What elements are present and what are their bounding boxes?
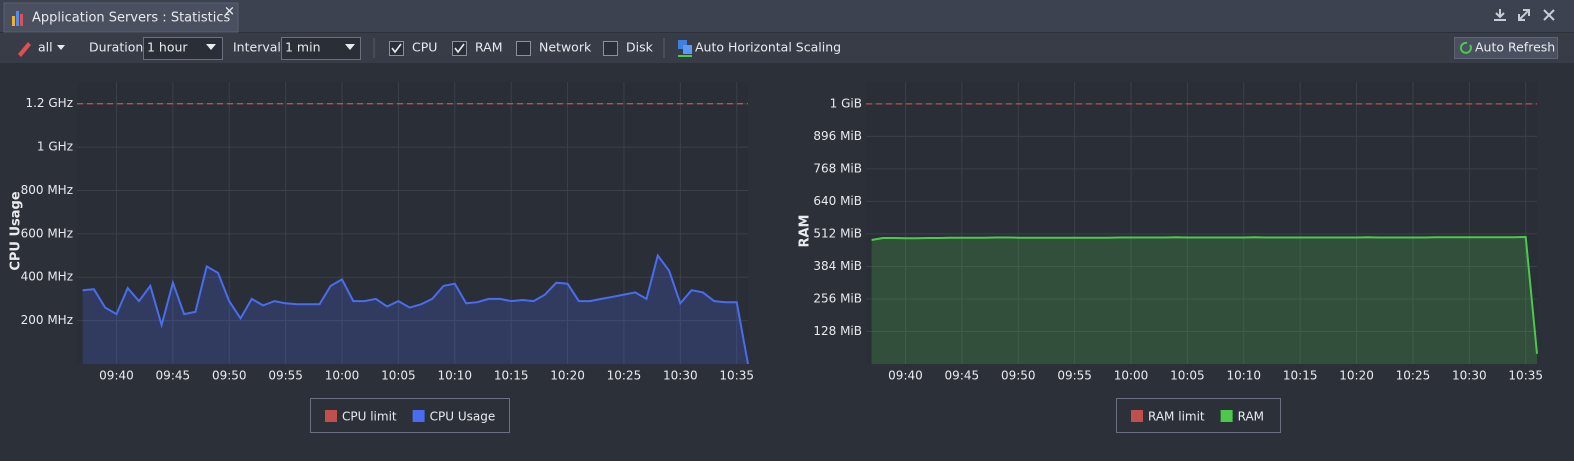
x-tick-label: 09:40 bbox=[99, 369, 134, 383]
plot-area bbox=[77, 82, 748, 364]
x-tick-label: 09:55 bbox=[1057, 369, 1092, 383]
x-tick-label: 09:45 bbox=[945, 369, 980, 383]
y-tick-label: 896 MiB bbox=[813, 129, 862, 143]
legend-label: RAM limit bbox=[1148, 410, 1205, 424]
y-tick-label: 600 MHz bbox=[21, 226, 73, 240]
x-tick-label: 10:25 bbox=[1396, 369, 1431, 383]
line bbox=[871, 235, 1538, 354]
dropdown-arrow bbox=[57, 45, 65, 50]
y-tick-label: 1.2 GHz bbox=[25, 96, 73, 110]
x-tick-label: 10:05 bbox=[1170, 369, 1205, 383]
y-tick-label: 768 MiB bbox=[813, 161, 862, 175]
checkbox-label: RAM bbox=[475, 40, 503, 55]
refresh-icon bbox=[1459, 41, 1472, 54]
x-tick-label: 09:50 bbox=[212, 369, 247, 383]
x-tick-label: 09:55 bbox=[268, 369, 303, 383]
y-tick-label: 512 MiB bbox=[813, 226, 862, 240]
interval: 1 min bbox=[285, 40, 321, 55]
refresh-button[interactable] bbox=[1454, 37, 1558, 59]
interval-select[interactable] bbox=[281, 37, 361, 60]
duration-select[interactable] bbox=[143, 37, 223, 60]
y-tick-label: 1 GiB bbox=[830, 96, 862, 110]
x-tick-label: 09:40 bbox=[888, 369, 923, 383]
y-tick-label: 400 MHz bbox=[21, 270, 73, 284]
x-tick-label: 10:30 bbox=[1452, 369, 1487, 383]
scope[interactable]: all bbox=[38, 40, 53, 55]
x-tick-label: 10:20 bbox=[1339, 369, 1374, 383]
checkbox[interactable] bbox=[516, 41, 531, 56]
legend-label: RAM bbox=[1238, 410, 1264, 424]
legend-swatch bbox=[412, 410, 425, 422]
x-tick-label: 10:25 bbox=[607, 369, 642, 383]
legend bbox=[1116, 398, 1281, 433]
duration: 1 hour bbox=[147, 40, 188, 55]
legend bbox=[310, 398, 510, 433]
x-tick-label: 10:30 bbox=[663, 369, 698, 383]
toolbar bbox=[0, 33, 1574, 63]
checkbox-label: Network bbox=[539, 40, 592, 55]
dropdown-arrow bbox=[345, 44, 355, 50]
dropdown-arrow bbox=[206, 44, 216, 50]
legend-label: CPU limit bbox=[342, 410, 397, 424]
x-tick-label: 10:35 bbox=[1508, 369, 1543, 383]
line bbox=[82, 253, 749, 365]
legend-label: CPU Usage bbox=[430, 410, 496, 424]
x-tick-label: 10:15 bbox=[494, 369, 529, 383]
y-tick-label: 200 MHz bbox=[21, 313, 73, 327]
x-tick-label: 10:10 bbox=[1226, 369, 1261, 383]
y-tick-label: 640 MiB bbox=[813, 194, 862, 208]
checkbox[interactable] bbox=[603, 41, 618, 56]
checkmark bbox=[391, 43, 402, 54]
window-buttons[interactable] bbox=[1494, 9, 1555, 21]
tab-close[interactable]: ✕ bbox=[224, 5, 235, 20]
y-axis-label: CPU Usage bbox=[9, 191, 24, 271]
scaling-icon bbox=[678, 40, 692, 57]
legend-swatch bbox=[1220, 410, 1233, 422]
checkbox-label: CPU bbox=[412, 40, 437, 55]
area bbox=[871, 237, 1537, 364]
y-tick-label: 256 MiB bbox=[813, 291, 862, 305]
checkbox-label: Disk bbox=[626, 40, 654, 55]
x-tick-label: 10:00 bbox=[325, 369, 360, 383]
x-tick-label: 10:20 bbox=[550, 369, 585, 383]
title-bar bbox=[0, 0, 1574, 32]
legend-swatch bbox=[1131, 410, 1143, 422]
refresh-label: Auto Refresh bbox=[1475, 40, 1555, 55]
y-tick-label: 800 MHz bbox=[21, 183, 73, 197]
x-tick-label: 10:05 bbox=[381, 369, 416, 383]
interval-label: Interval bbox=[233, 40, 281, 55]
area bbox=[82, 255, 749, 364]
y-tick-label: 384 MiB bbox=[813, 259, 862, 273]
chart-icon bbox=[12, 11, 23, 26]
y-tick-label: 1 GHz bbox=[37, 140, 73, 154]
tab-title: Application Servers : Statistics bbox=[32, 11, 230, 26]
toolbar-items: all Duration 1 hour Interval 1 min Auto … bbox=[18, 37, 1558, 60]
legend-swatch bbox=[325, 410, 337, 422]
y-tick-label: 128 MiB bbox=[813, 324, 862, 338]
y-axis-label: RAM bbox=[798, 214, 813, 247]
x-tick-label: 10:35 bbox=[719, 369, 754, 383]
plot-area bbox=[866, 82, 1537, 364]
checkmark bbox=[454, 43, 465, 54]
tab[interactable] bbox=[3, 2, 239, 33]
x-tick-label: 10:15 bbox=[1283, 369, 1318, 383]
x-tick-label: 09:45 bbox=[156, 369, 191, 383]
x-tick-label: 10:00 bbox=[1114, 369, 1149, 383]
scope-icon bbox=[18, 42, 31, 57]
duration-label: Duration bbox=[89, 40, 143, 55]
x-tick-label: 09:50 bbox=[1001, 369, 1036, 383]
x-tick-label: 10:10 bbox=[437, 369, 472, 383]
auto-scaling[interactable]: Auto Horizontal Scaling bbox=[695, 40, 841, 55]
